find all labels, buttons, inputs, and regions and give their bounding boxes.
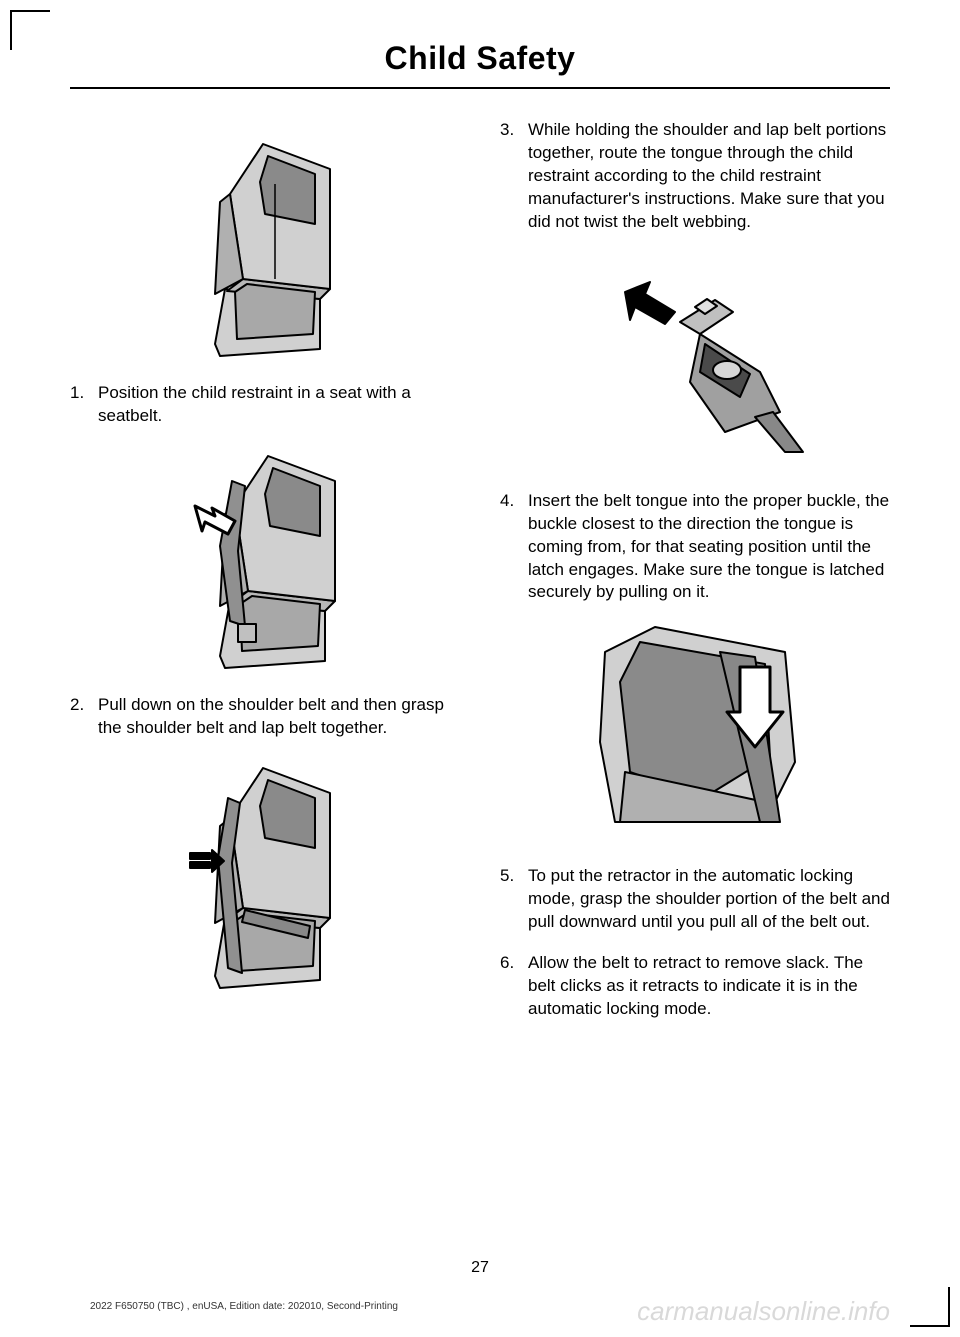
figure-route-belt — [70, 758, 460, 998]
step-text: Position the child restraint in a seat w… — [98, 382, 460, 428]
figure-child-seat — [70, 134, 460, 364]
step-number: 4. — [500, 490, 528, 605]
step-1: 1. Position the child restraint in a sea… — [70, 382, 460, 428]
step-number: 3. — [500, 119, 528, 234]
step-number: 6. — [500, 952, 528, 1021]
page-number: 27 — [471, 1259, 489, 1277]
step-text: While holding the shoulder and lap belt … — [528, 119, 890, 234]
step-4: 4. Insert the belt tongue into the prope… — [500, 490, 890, 605]
step-text: Allow the belt to retract to remove slac… — [528, 952, 890, 1021]
figure-pull-down — [500, 622, 890, 847]
step-3: 3. While holding the shoulder and lap be… — [500, 119, 890, 234]
corner-decor-tl — [10, 10, 50, 50]
header: Child Safety — [70, 40, 890, 89]
right-column: 3. While holding the shoulder and lap be… — [500, 119, 890, 1039]
step-text: Insert the belt tongue into the proper b… — [528, 490, 890, 605]
step-text: Pull down on the shoulder belt and then … — [98, 694, 460, 740]
figure-buckle — [500, 252, 890, 472]
page-title: Child Safety — [70, 40, 890, 77]
step-6: 6. Allow the belt to retract to remove s… — [500, 952, 890, 1021]
figure-pull-belt — [70, 446, 460, 676]
step-2: 2. Pull down on the shoulder belt and th… — [70, 694, 460, 740]
left-column: 1. Position the child restraint in a sea… — [70, 119, 460, 1039]
corner-decor-br — [910, 1287, 950, 1327]
step-number: 2. — [70, 694, 98, 740]
watermark: carmanualsonline.info — [637, 1296, 890, 1327]
step-5: 5. To put the retractor in the automatic… — [500, 865, 890, 934]
content: 1. Position the child restraint in a sea… — [70, 119, 890, 1039]
footnote: 2022 F650750 (TBC) , enUSA, Edition date… — [90, 1301, 398, 1312]
step-number: 1. — [70, 382, 98, 428]
step-number: 5. — [500, 865, 528, 934]
step-text: To put the retractor in the automatic lo… — [528, 865, 890, 934]
